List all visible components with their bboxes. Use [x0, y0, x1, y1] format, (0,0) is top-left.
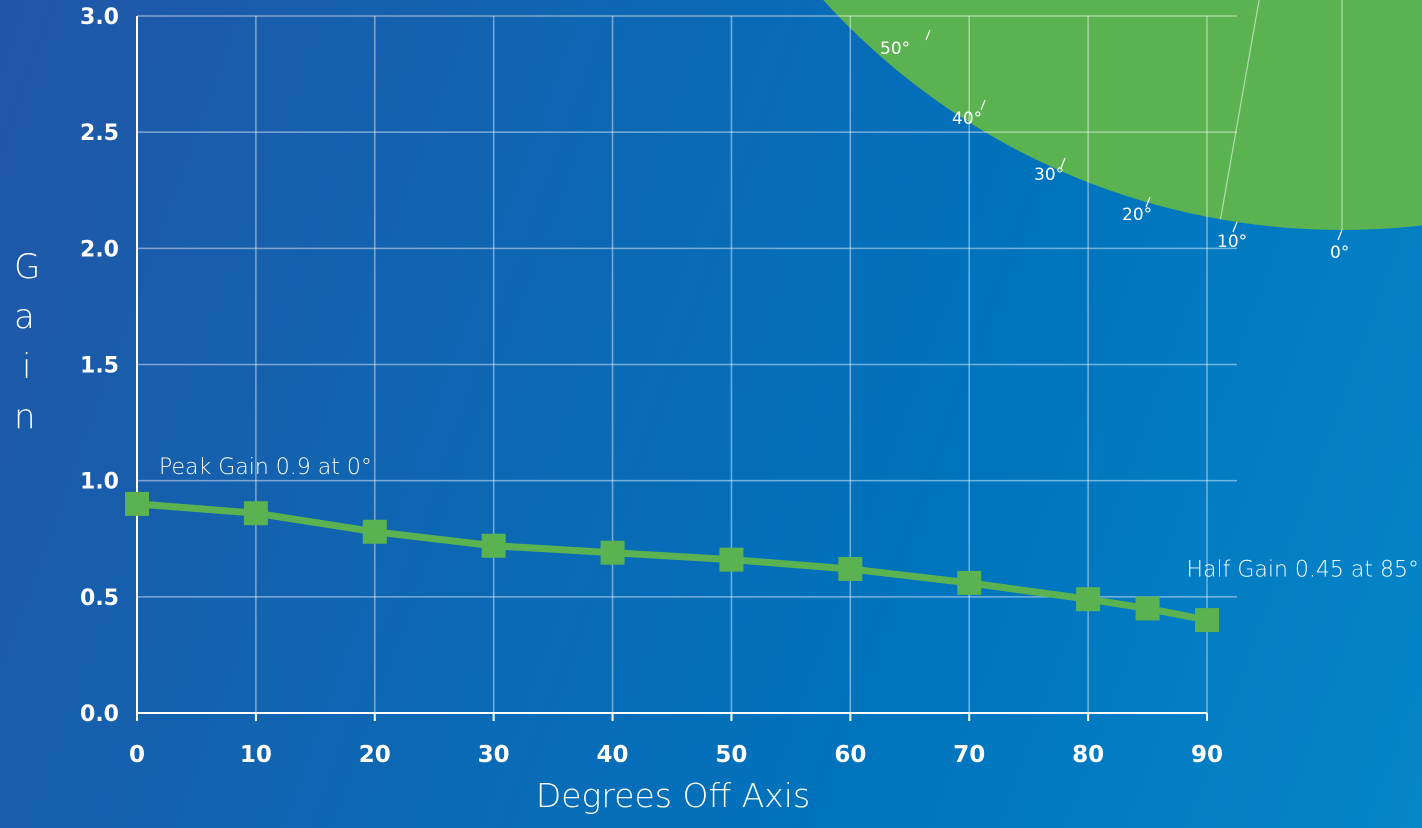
data-point: [838, 556, 863, 581]
y-tick-label: 2.0: [80, 237, 119, 262]
y-tick-label: 3.0: [80, 5, 119, 30]
data-point: [1076, 587, 1101, 612]
annotation-peak-gain: Peak Gain 0.9 at 0°: [159, 455, 372, 480]
y-tick-label: 0.0: [80, 702, 119, 727]
data-point: [243, 501, 268, 526]
x-tick-label: 50: [715, 742, 747, 768]
data-point: [1135, 596, 1160, 621]
y-axis-label-letter: n: [14, 397, 36, 437]
y-axis-label-letter: G: [14, 247, 41, 287]
x-tick-label: 40: [597, 742, 629, 768]
polar-angle-label: 40°: [952, 109, 982, 129]
data-point: [1195, 608, 1219, 633]
y-tick-label: 1.0: [80, 470, 119, 495]
y-tick-label: 0.5: [80, 586, 119, 611]
x-tick-label: 80: [1072, 742, 1104, 768]
y-axis-label-letter: a: [14, 297, 35, 337]
y-tick-label: 2.5: [80, 121, 119, 146]
polar-spoke: [1219, 0, 1260, 220]
polar-tick: [925, 29, 931, 41]
x-tick-label: 60: [834, 742, 866, 768]
polar-tick: [1145, 196, 1151, 208]
x-tick-label: 20: [359, 742, 391, 768]
x-tick-label: 10: [240, 742, 272, 768]
data-point: [362, 519, 387, 544]
polar-angle-label: 20°: [1122, 205, 1152, 225]
x-tick-label: 0: [129, 742, 145, 768]
y-tick-label: 1.5: [80, 354, 119, 379]
annotation-half-gain: Half Gain 0.45 at 85°: [1186, 557, 1419, 582]
polar-tick: [1337, 229, 1343, 241]
x-tick-label: 70: [953, 742, 985, 768]
polar-inset: 50° 40° 30° 20° 10° 0°: [823, 0, 1422, 263]
y-axis-label-letter: i: [22, 347, 32, 387]
series: [125, 491, 1219, 633]
polar-tick: [980, 99, 986, 111]
polar-angle-label: 30°: [1034, 165, 1064, 185]
data-point: [957, 570, 982, 595]
polar-pattern: [823, 0, 1422, 230]
data-point: [719, 547, 744, 572]
x-tick-label: 30: [478, 742, 510, 768]
polar-angle-label: 0°: [1330, 243, 1349, 263]
series-line: [133, 500, 1211, 624]
axes: 0 10 20 30 40 50 60 70 80 90 0.0 0.5 1.0 1.5 2.0 2.5 3.0: [80, 5, 1223, 768]
data-point: [481, 533, 506, 558]
polar-tick: [1060, 157, 1066, 169]
annotations: Peak Gain 0.9 at 0° Half Gain 0.45 at 85°: [159, 455, 1419, 583]
polar-angle-label: 50°: [880, 39, 910, 59]
grid: [137, 15, 1237, 713]
polar-angle-label: 10°: [1217, 232, 1247, 252]
x-tick-label: 90: [1191, 742, 1223, 768]
x-axis-label: Degrees Off Axis: [535, 776, 811, 815]
data-point: [600, 540, 625, 565]
polar-tick: [1232, 221, 1238, 233]
data-point: [125, 491, 149, 516]
